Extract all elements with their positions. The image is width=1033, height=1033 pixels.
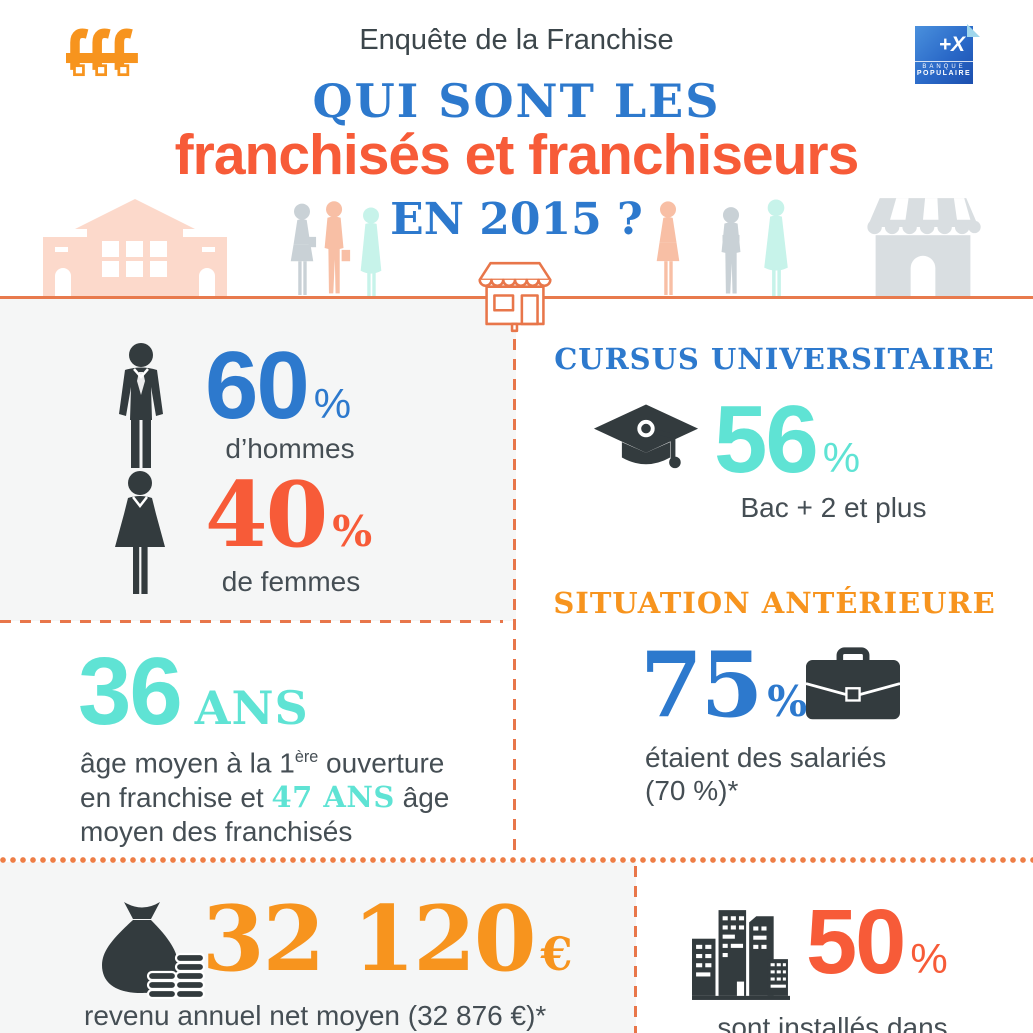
- banque-populaire-plusx-icon: +X: [938, 33, 965, 56]
- income-unit: €: [540, 927, 573, 981]
- horizontal-dotted-divider: [0, 857, 1033, 863]
- age-unit: ANS: [194, 681, 309, 735]
- women-label: de femmes: [221, 566, 361, 597]
- location-stat: 50 %: [806, 896, 948, 988]
- men-unit: %: [313, 380, 352, 427]
- age-description: âge moyen à la 1ère ouverture en franchi…: [80, 747, 450, 848]
- situation-heading: SITUATION ANTÉRIEURE: [553, 586, 996, 620]
- women-stat: 40 %: [205, 470, 372, 560]
- income-label: revenu annuel net moyen (32 876 €)*: [84, 1000, 547, 1031]
- cursus-stat: 56 %: [714, 392, 860, 488]
- banque-populaire-fold-icon: [967, 24, 980, 37]
- page-title-line1: QUI SONT LES: [312, 74, 721, 128]
- women-value: 40: [205, 462, 328, 568]
- location-unit: %: [910, 935, 948, 982]
- fff-logo-icon: [66, 28, 138, 77]
- person-silhouette-icon: [324, 201, 351, 294]
- fff-logo: fff: [66, 24, 140, 82]
- banque-populaire-logo: +X BANQUE POPULAIRE: [915, 24, 980, 86]
- men-value: 60: [205, 332, 310, 439]
- women-unit: %: [332, 507, 373, 556]
- horizontal-dashed-divider: [0, 620, 503, 623]
- banque-populaire-wordmark: BANQUE POPULAIRE: [915, 61, 973, 77]
- storefront-outline-icon: [478, 261, 552, 333]
- situation-stat: 75 %: [640, 640, 807, 730]
- vertical-dashed-divider: [513, 299, 516, 855]
- ordinal-sup: ère: [294, 748, 319, 766]
- situation-label: étaient des salariés: [645, 742, 887, 773]
- income-value: 32 120: [202, 886, 536, 992]
- age-stat: 36 ANS: [78, 644, 309, 740]
- gender-panel-background: [0, 299, 516, 621]
- graduation-cap-icon: [593, 404, 699, 469]
- storefront-silhouette-icon: [867, 198, 981, 297]
- age-value: 36: [78, 638, 183, 745]
- person-silhouette-icon: [764, 199, 788, 297]
- warehouse-silhouette-icon: [43, 199, 227, 297]
- page-title-line2: franchisés et franchiseurs: [174, 123, 860, 187]
- income-panel-background: [0, 862, 636, 1033]
- situation-value: 75: [640, 632, 763, 738]
- man-icon: [119, 343, 163, 468]
- cursus-heading: CURSUS UNIVERSITAIRE: [554, 342, 995, 376]
- cursus-unit: %: [822, 434, 861, 481]
- briefcase-icon: [806, 647, 900, 720]
- men-label: d’hommes: [225, 433, 355, 464]
- person-silhouette-icon: [290, 203, 317, 295]
- banque-populaire-logo-box: +X BANQUE POPULAIRE: [915, 24, 980, 84]
- person-silhouette-icon: [721, 207, 741, 294]
- person-silhouette-icon: [360, 207, 382, 297]
- cursus-value: 56: [714, 386, 819, 493]
- location-label: sont installés dans: [717, 1012, 948, 1033]
- person-silhouette-icon: [656, 201, 680, 296]
- page-title-line3: EN 2015 ?: [390, 194, 643, 245]
- money-bag-icon: [102, 902, 206, 1000]
- location-value: 50: [806, 891, 906, 993]
- situation-note: (70 %)*: [645, 775, 739, 806]
- income-stat: 32 120 €: [202, 894, 572, 984]
- vertical-dashed-divider: [634, 866, 637, 1033]
- age-highlight: 47 ANS: [271, 780, 395, 815]
- situation-unit: %: [767, 677, 808, 726]
- page-subtitle: Enquête de la Franchise: [359, 24, 674, 56]
- cursus-label: Bac + 2 et plus: [740, 492, 927, 523]
- city-buildings-icon: [692, 910, 790, 1000]
- woman-icon: [115, 471, 165, 594]
- men-stat: 60 %: [205, 338, 351, 434]
